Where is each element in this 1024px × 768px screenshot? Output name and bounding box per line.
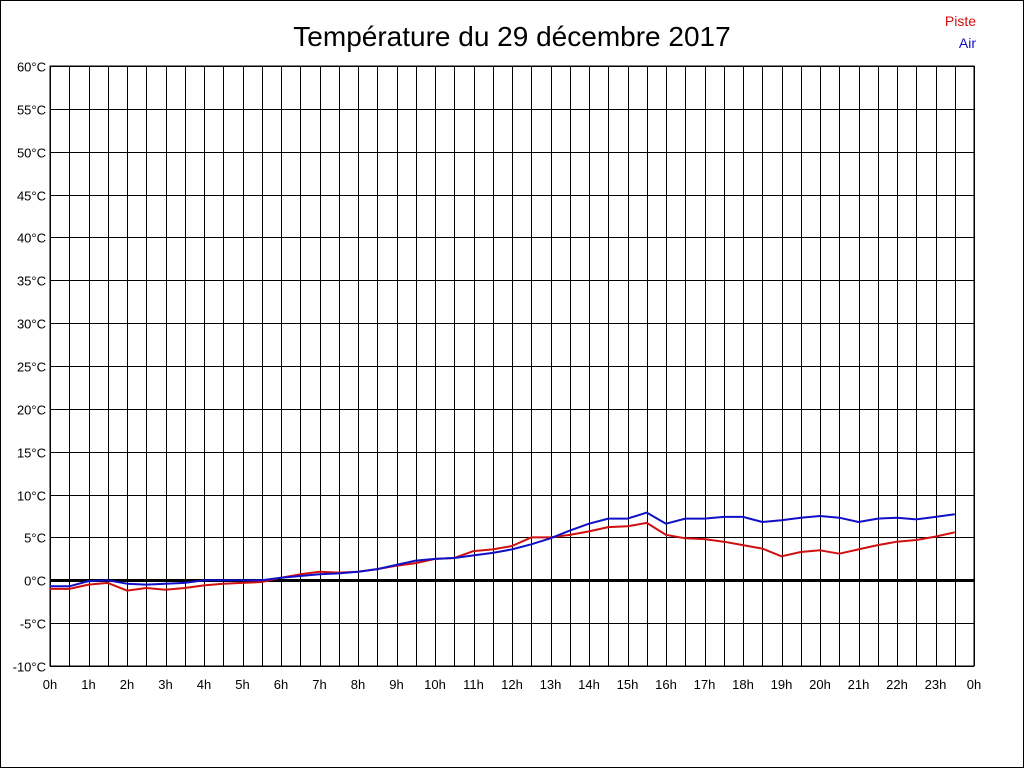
y-tick-label: 55°C: [17, 103, 46, 118]
x-tick-label: 3h: [158, 677, 172, 692]
axes: 60°C 55°C 50°C 45°C 40°C 35°C 30°C 25°C 20°C 15°C…: [13, 60, 982, 693]
y-tick-label: 30°C: [17, 317, 46, 332]
y-tick-label: 5°C: [24, 531, 46, 546]
x-tick-label: 21h: [848, 677, 870, 692]
y-tick-label: 35°C: [17, 274, 46, 289]
x-tick-label: 17h: [694, 677, 716, 692]
y-tick-label: -5°C: [20, 617, 46, 632]
y-tick-label: 50°C: [17, 146, 46, 161]
y-tick-label: 0°C: [24, 574, 46, 589]
legend-entry-air: Air: [959, 35, 976, 51]
x-tick-label: 13h: [540, 677, 562, 692]
series-line-air: [50, 511, 955, 588]
x-tick-label: 19h: [771, 677, 793, 692]
x-tick-label: 6h: [274, 677, 288, 692]
y-tick-label: -10°C: [13, 660, 46, 675]
x-tick-label: 11h: [463, 677, 484, 692]
y-tick-label: 40°C: [17, 231, 46, 246]
series-line-piste: [50, 521, 956, 592]
x-tick-label: 4h: [197, 677, 211, 692]
y-tick-label: 20°C: [17, 403, 46, 418]
x-tick-label: 14h: [578, 677, 600, 692]
x-tick-label: 15h: [617, 677, 639, 692]
x-tick-label: 1h: [81, 677, 95, 692]
x-tick-label: 0h: [967, 677, 981, 692]
y-tick-label: 15°C: [17, 446, 46, 461]
chart-title: Température du 29 décembre 2017: [293, 21, 730, 52]
x-tick-label: 10h: [424, 677, 446, 692]
series: [50, 511, 956, 592]
y-tick-label: 60°C: [17, 60, 46, 75]
x-tick-label: 16h: [655, 677, 677, 692]
x-tick-label: 22h: [886, 677, 908, 692]
legend-entry-piste: Piste: [945, 13, 976, 29]
x-tick-label: 12h: [501, 677, 523, 692]
legend: Piste Air: [945, 13, 976, 51]
x-tick-label: 2h: [120, 677, 134, 692]
y-tick-label: 10°C: [17, 489, 46, 504]
grid: [49, 65, 975, 667]
x-tick-label: 23h: [925, 677, 947, 692]
y-tick-label: 25°C: [17, 360, 46, 375]
x-tick-label: 20h: [809, 677, 831, 692]
x-tick-label: 7h: [312, 677, 326, 692]
y-tick-label: 45°C: [17, 189, 46, 204]
x-tick-label: 5h: [235, 677, 249, 692]
x-tick-label: 0h: [43, 677, 57, 692]
x-tick-label: 18h: [732, 677, 754, 692]
x-tick-label: 8h: [351, 677, 365, 692]
x-tick-label: 9h: [389, 677, 403, 692]
